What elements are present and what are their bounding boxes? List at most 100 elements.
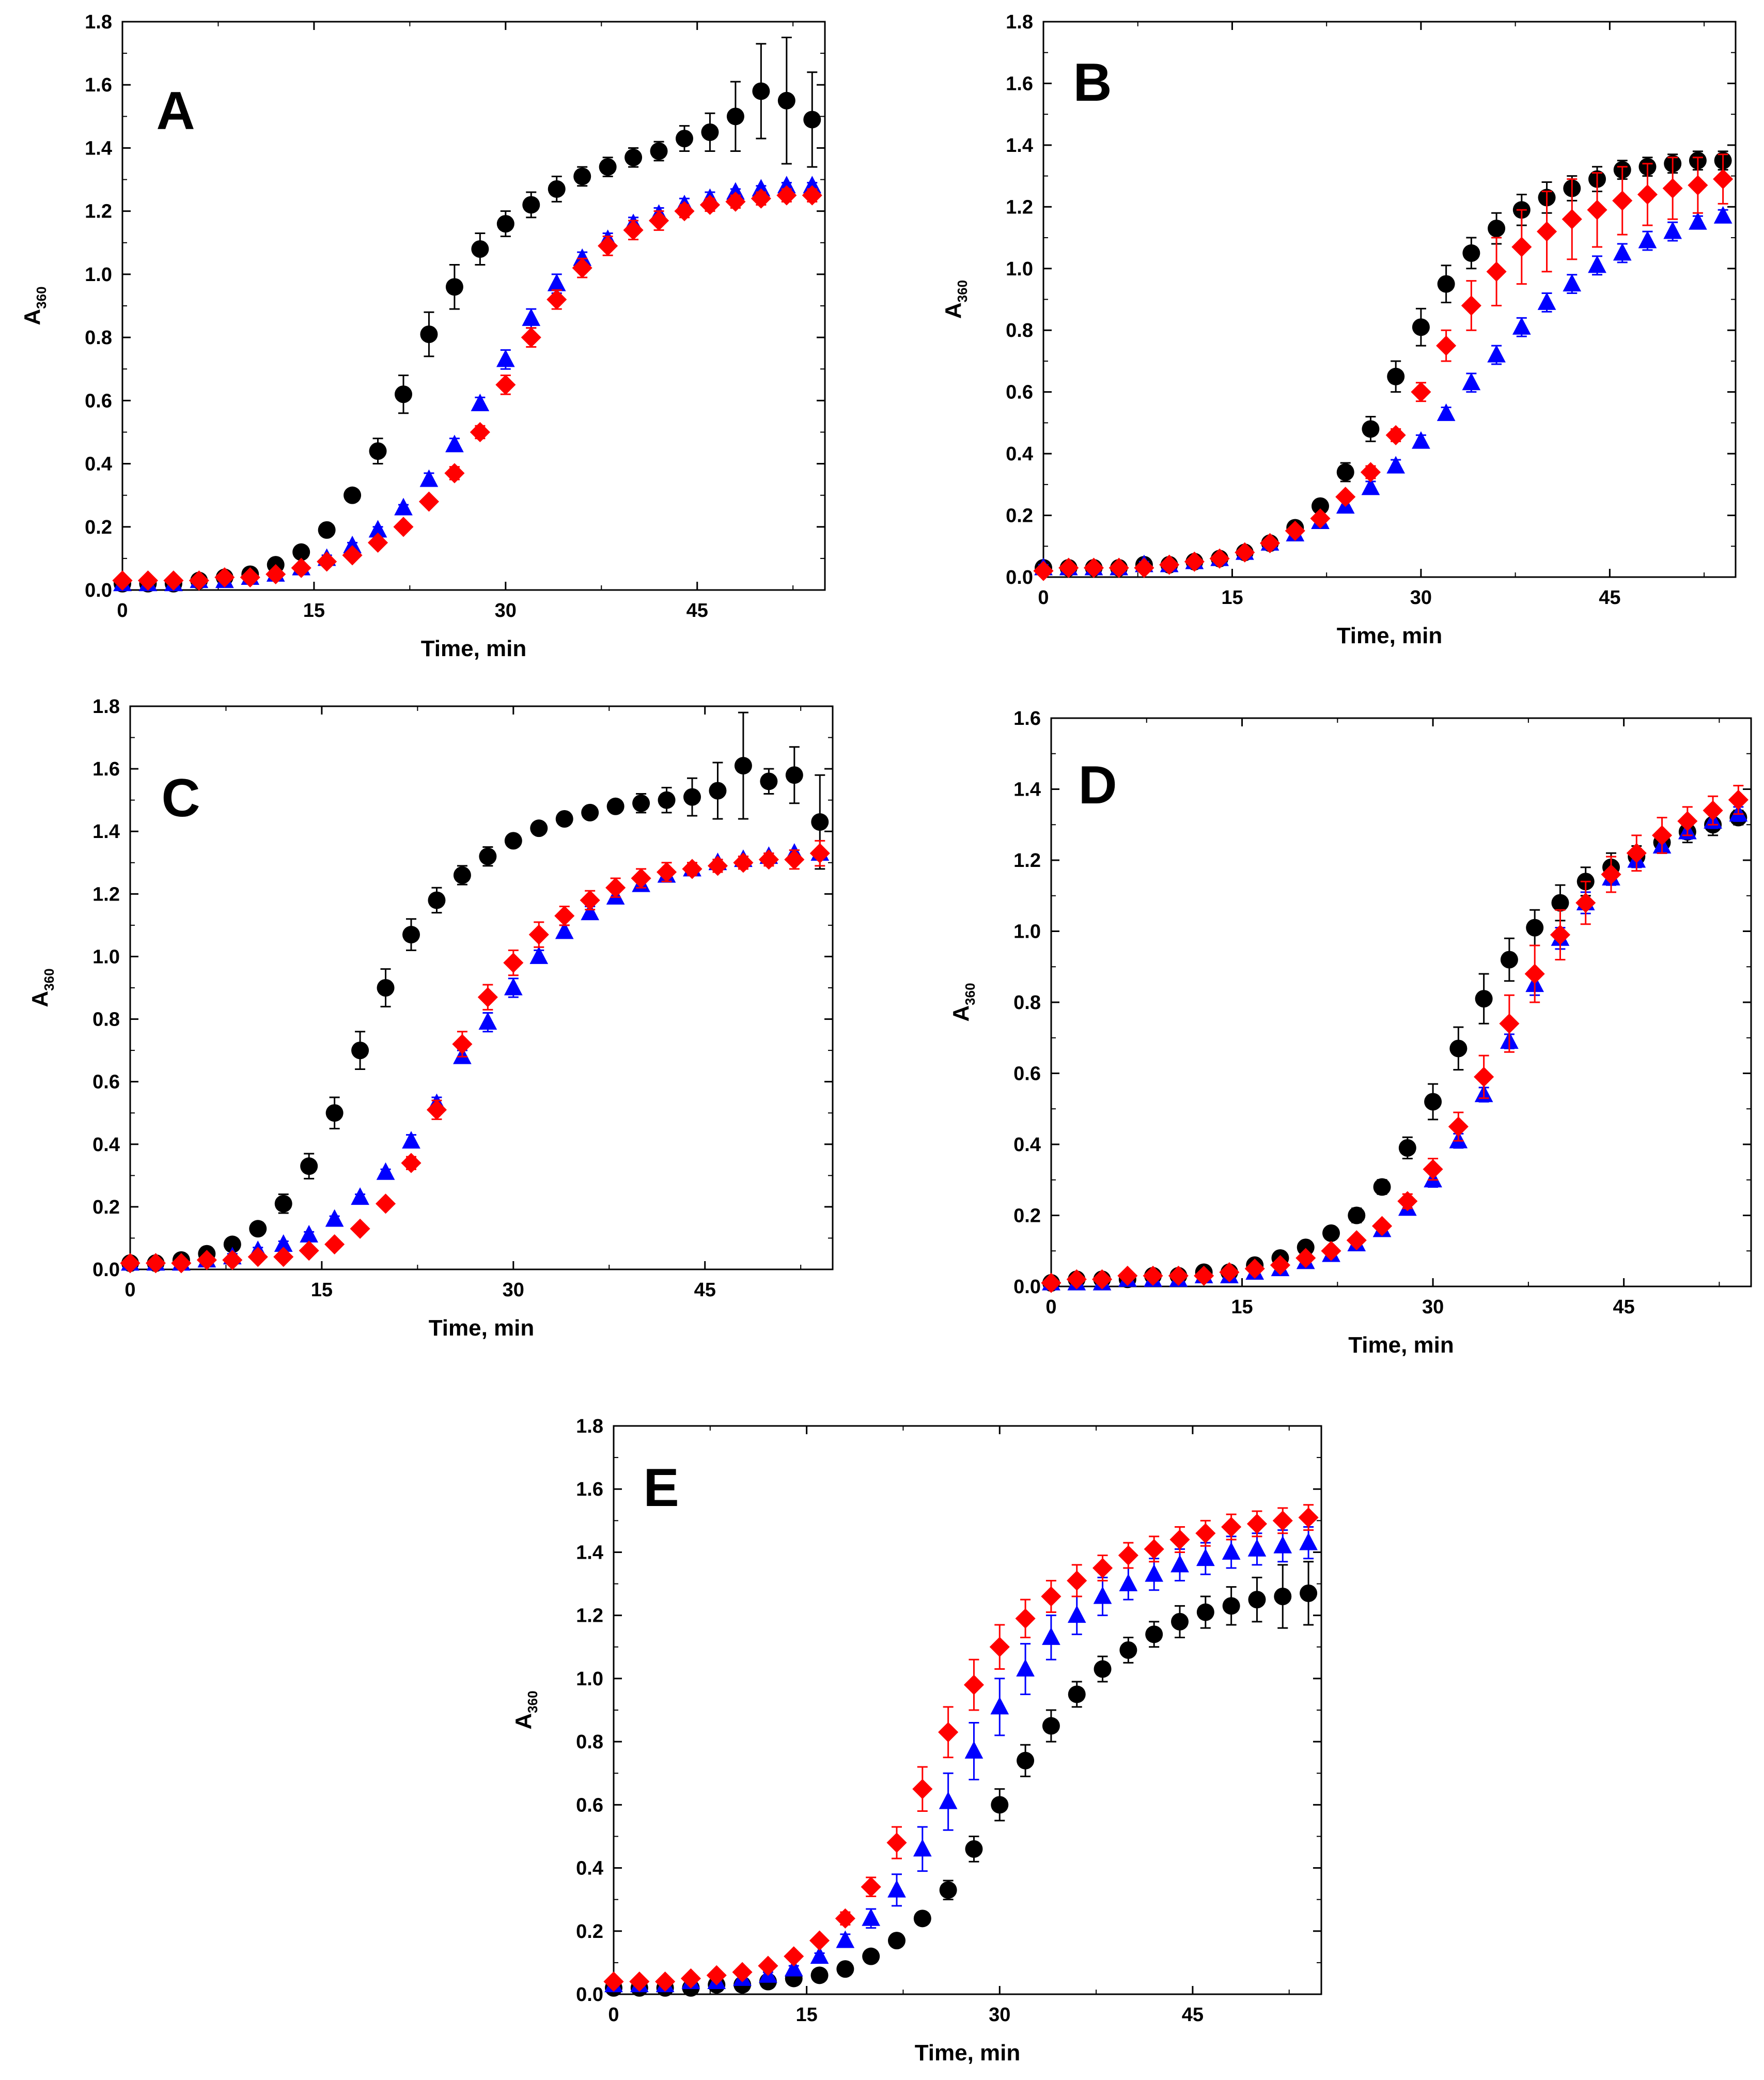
data-point-black: [726, 107, 744, 126]
y-tick-label: 1.0: [1013, 921, 1041, 943]
data-point-black: [1145, 1625, 1163, 1643]
data-point-black: [752, 82, 770, 100]
y-tick-label: 1.0: [576, 1668, 603, 1690]
data-point-red: [1423, 1159, 1443, 1179]
data-point-blue: [1588, 255, 1606, 273]
data-point-blue: [1361, 477, 1380, 495]
data-point-black: [1500, 951, 1518, 969]
data-point-red: [603, 1972, 624, 1992]
data-point-blue: [1016, 1659, 1035, 1677]
data-point-red: [1246, 1513, 1268, 1534]
data-point-black: [573, 167, 591, 185]
series-red: [603, 1504, 1319, 1992]
data-point-blue: [445, 434, 464, 453]
y-tick-label: 0.2: [92, 1197, 120, 1218]
data-point-blue: [939, 1791, 958, 1809]
data-point-red: [1134, 557, 1154, 578]
data-point-red: [171, 1253, 192, 1274]
data-point-black: [1449, 1039, 1468, 1058]
data-point-black: [1362, 420, 1380, 438]
y-axis-title: A360: [20, 286, 49, 325]
data-point-red: [1235, 542, 1255, 563]
data-point-red: [1298, 1507, 1319, 1528]
data-point-red: [1397, 1191, 1418, 1212]
data-point-red: [266, 564, 286, 584]
y-tick-label: 0.2: [576, 1921, 603, 1943]
y-axis-title-subscript: 360: [962, 983, 978, 1005]
data-point-black: [1017, 1751, 1035, 1769]
data-point-red: [725, 191, 746, 212]
data-point-red: [1285, 520, 1305, 541]
data-point-blue: [1299, 1532, 1318, 1550]
data-point-red: [758, 1955, 778, 1976]
data-point-black: [965, 1840, 983, 1858]
data-point-red: [605, 877, 626, 898]
data-point-red: [120, 1253, 141, 1274]
data-point-red: [1083, 557, 1104, 578]
data-point-black: [1312, 497, 1329, 515]
data-point-red: [680, 1968, 701, 1989]
data-point-red: [1486, 261, 1507, 282]
x-axis-title: Time, min: [915, 2040, 1021, 2066]
data-point-black: [862, 1947, 880, 1965]
data-point-black: [1336, 463, 1354, 481]
data-point-black: [369, 442, 387, 460]
data-point-black: [1222, 1597, 1240, 1615]
data-point-black: [325, 1104, 344, 1122]
data-point-blue: [1638, 230, 1657, 249]
data-point-black: [1488, 220, 1506, 238]
data-point-red: [629, 1972, 650, 1992]
data-point-red: [598, 236, 618, 256]
data-point-red: [1209, 548, 1230, 569]
data-point-black: [734, 757, 752, 775]
data-point-black: [632, 794, 650, 812]
data-point-black: [1475, 990, 1493, 1008]
data-point-black: [1551, 894, 1569, 912]
data-point-black: [1387, 367, 1405, 385]
y-tick-label: 1.6: [576, 1479, 603, 1500]
data-point-red: [342, 545, 363, 566]
data-point-black: [344, 486, 362, 504]
x-tick-label: 30: [1422, 1296, 1444, 1318]
data-point-red: [1461, 295, 1481, 316]
data-point-red: [1411, 382, 1431, 402]
y-tick-label: 1.0: [1006, 258, 1033, 280]
data-point-black: [1274, 1588, 1292, 1605]
y-axis-title-main: A: [948, 1005, 974, 1022]
x-tick-label: 45: [686, 600, 708, 622]
y-tick-label: 1.8: [576, 1416, 603, 1437]
data-point-red: [1346, 1230, 1367, 1251]
data-point-black: [522, 196, 540, 214]
data-point-black: [471, 240, 489, 258]
y-axis-title-main: A: [20, 309, 45, 325]
data-point-red: [1143, 1265, 1163, 1286]
data-point-blue: [1222, 1542, 1241, 1560]
data-point-red: [1184, 551, 1205, 572]
data-point-red: [1015, 1608, 1036, 1629]
data-point-red: [1272, 1510, 1293, 1531]
data-point-blue: [1093, 1586, 1112, 1604]
data-point-black: [625, 148, 643, 166]
plot-frame: [129, 705, 834, 1270]
data-point-red: [1474, 1066, 1494, 1087]
data-point-black: [496, 215, 514, 233]
y-axis-title: A360: [511, 1690, 540, 1729]
data-point-black: [420, 325, 438, 343]
x-tick-label: 30: [989, 2004, 1010, 2026]
y-tick-label: 0.2: [1013, 1205, 1041, 1227]
x-tick-label: 0: [117, 600, 128, 622]
data-point-black: [1424, 1093, 1442, 1111]
data-point-black: [428, 891, 446, 909]
data-point-red: [938, 1722, 959, 1743]
data-point-black: [1300, 1584, 1318, 1602]
data-point-black: [351, 1042, 369, 1060]
y-axis-title: A360: [941, 280, 970, 319]
data-point-black: [1437, 275, 1455, 293]
data-point-blue: [1663, 221, 1682, 239]
y-tick-label: 0.0: [1006, 567, 1033, 588]
data-point-red: [1536, 221, 1557, 242]
data-point-red: [1195, 1523, 1216, 1544]
data-point-black: [445, 278, 463, 296]
data-point-black: [888, 1932, 906, 1950]
data-point-red: [317, 551, 337, 572]
